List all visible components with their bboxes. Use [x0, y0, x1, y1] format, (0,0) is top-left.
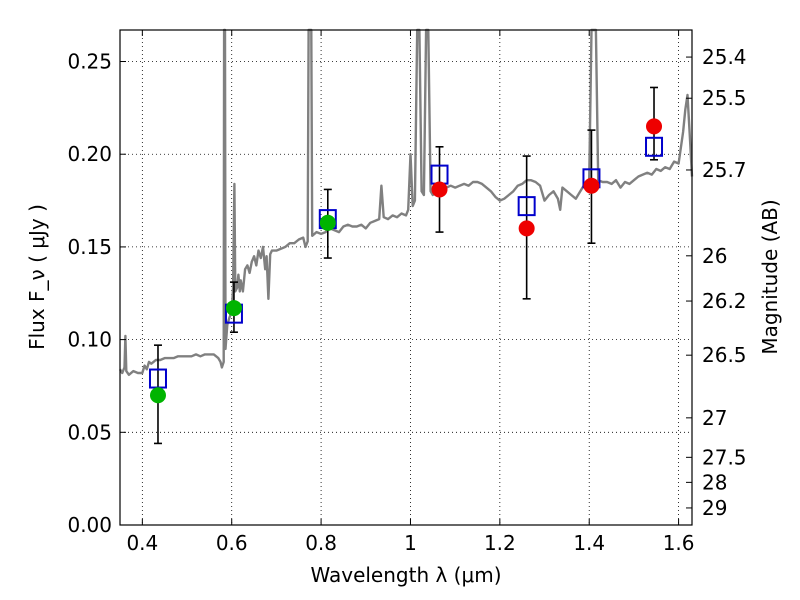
error-bars	[153, 86, 659, 445]
x-axis-label: Wavelength λ (μm)	[310, 563, 501, 587]
x-tick-label: 1	[404, 531, 417, 555]
y-axis-label: Flux F_ν ( μJy )	[25, 204, 49, 350]
magnitude-tick-label: 29	[702, 496, 727, 520]
plot-frame	[119, 29, 693, 526]
x-tick-label: 0.4	[126, 531, 158, 555]
magnitude-tick-label: 26.5	[702, 343, 747, 367]
magnitude-tick-label: 27.5	[702, 445, 747, 469]
y-tick-label: 0.10	[67, 328, 112, 352]
observed-point	[646, 118, 663, 135]
spectrum-series	[118, 28, 694, 376]
observed-point	[149, 387, 166, 404]
model-box	[645, 136, 664, 157]
observed-point	[583, 177, 600, 194]
observed-point	[225, 300, 242, 317]
magnitude-tick-label: 25.5	[702, 86, 747, 110]
y-tick-label: 0.05	[67, 420, 112, 444]
spectrum-line	[118, 28, 694, 376]
x-tick-label: 0.8	[305, 531, 337, 555]
model-box	[517, 196, 536, 217]
magnitude-tick-label: 26.2	[702, 289, 747, 313]
grid	[120, 30, 692, 526]
magnitude-tick-label: 25.4	[702, 45, 747, 69]
y-tick-label: 0.25	[67, 50, 112, 74]
observed-point	[518, 220, 535, 237]
model-boxes	[148, 136, 664, 389]
x-tick-label: 0.6	[216, 531, 248, 555]
observed-point	[319, 214, 336, 231]
magnitude-axis-label: Magnitude (AB)	[758, 199, 782, 354]
y-axis: 0.00 0.05 0.10 0.15 0.20 0.25	[67, 50, 126, 537]
x-tick-label: 1.4	[573, 531, 605, 555]
magnitude-tick-label: 26	[702, 244, 727, 268]
magnitude-tick-label: 27	[702, 406, 727, 430]
magnitude-tick-label: 25.7	[702, 158, 747, 182]
magnitude-tick-label: 28	[702, 470, 727, 494]
y-tick-label: 0.20	[67, 142, 112, 166]
observed-point	[431, 181, 448, 198]
y-tick-label: 0.15	[67, 235, 112, 259]
x-tick-label: 1.6	[663, 531, 695, 555]
observed-points	[149, 118, 663, 404]
y-tick-label: 0.00	[67, 513, 112, 537]
x-tick-label: 1.2	[484, 531, 516, 555]
x-axis: 0.4 0.6 0.8 1 1.2 1.4 1.6	[126, 30, 695, 555]
